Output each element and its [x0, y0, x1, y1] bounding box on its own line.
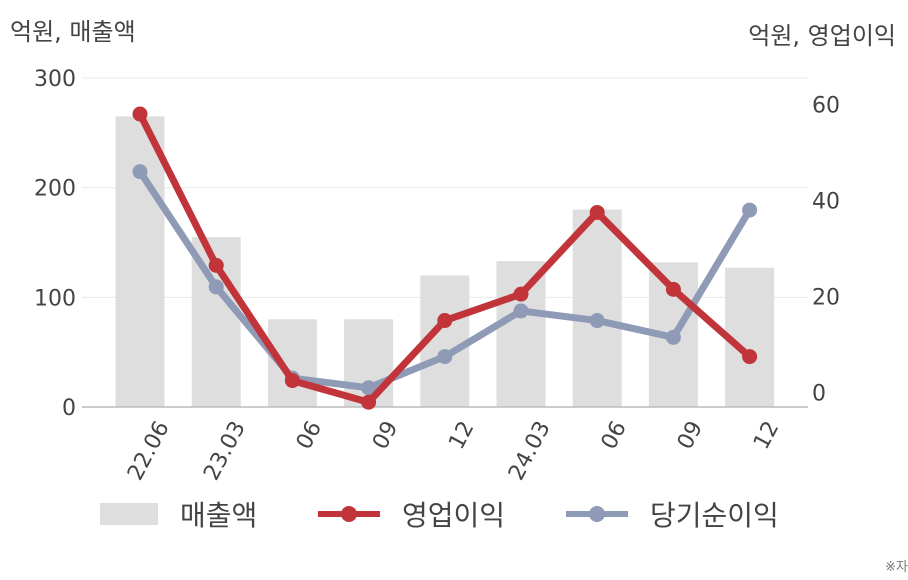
net-profit-point — [132, 164, 148, 180]
x-axis-tick-label: 09 — [673, 417, 708, 453]
revenue-bar — [267, 319, 317, 407]
operating-profit-point — [132, 106, 148, 122]
x-axis-tick-label: 06 — [292, 417, 327, 453]
right-axis-unit-label: 억원, 영업이익 — [748, 22, 896, 50]
operating-profit-point — [437, 313, 453, 329]
legend-swatch-operating-profit — [318, 503, 380, 525]
net-profit-point — [742, 202, 758, 218]
x-axis-tick-label: 23.03 — [199, 417, 251, 484]
left-axis-unit-label: 억원, 매출액 — [10, 18, 136, 46]
operating-profit-point — [208, 257, 224, 273]
revenue-bar — [725, 267, 775, 407]
legend-label-net-profit: 당기순이익 — [650, 499, 779, 532]
x-axis-tick-label: 22.06 — [123, 417, 175, 484]
legend-item-net-profit: 당기순이익 — [566, 494, 779, 534]
right-axis-tick-label: 20 — [812, 286, 840, 311]
x-axis-tick-label: 12 — [444, 417, 479, 453]
x-axis-tick-label: 06 — [597, 417, 632, 453]
revenue-bar — [496, 261, 546, 407]
operating-profit-point — [589, 204, 605, 220]
net-profit-point — [437, 349, 453, 365]
x-axis-tick-label: 09 — [368, 417, 403, 453]
legend-swatch-revenue — [100, 503, 158, 525]
net-profit-point — [589, 313, 605, 329]
legend-swatch-net-profit — [566, 503, 628, 525]
right-axis-tick-label: 60 — [812, 93, 840, 118]
net-profit-point — [665, 329, 681, 345]
operating-profit-point — [361, 394, 377, 410]
left-axis-tick-label: 200 — [34, 177, 76, 202]
legend-item-revenue: 매출액 — [100, 494, 257, 534]
left-axis-tick-label: 100 — [34, 286, 76, 311]
operating-profit-point — [665, 281, 681, 297]
net-profit-point — [361, 380, 377, 396]
footnote: ※자 — [885, 560, 908, 575]
right-axis-tick-label: 0 — [812, 382, 826, 407]
legend-label-revenue: 매출액 — [180, 499, 258, 532]
operating-profit-point — [742, 349, 758, 365]
revenue-bar — [572, 209, 622, 407]
x-axis-tick-label: 24.03 — [504, 417, 556, 484]
combo-chart: 0 100 200 300 0 20 40 60 22.06 23.03 06 09 12 24.03 06… — [34, 67, 840, 485]
revenue-bar — [115, 116, 165, 407]
operating-profit-point — [513, 286, 529, 302]
operating-profit-point — [284, 373, 300, 389]
left-axis-tick-label: 300 — [34, 67, 76, 92]
left-axis-tick-label: 0 — [62, 396, 76, 421]
legend-label-operating-profit: 영업이익 — [402, 499, 506, 532]
right-axis-tick-label: 40 — [812, 189, 840, 214]
legend-item-operating-profit: 영업이익 — [318, 494, 505, 534]
net-profit-point — [513, 303, 529, 319]
x-axis-tick-label: 12 — [749, 417, 784, 453]
net-profit-point — [208, 279, 224, 295]
